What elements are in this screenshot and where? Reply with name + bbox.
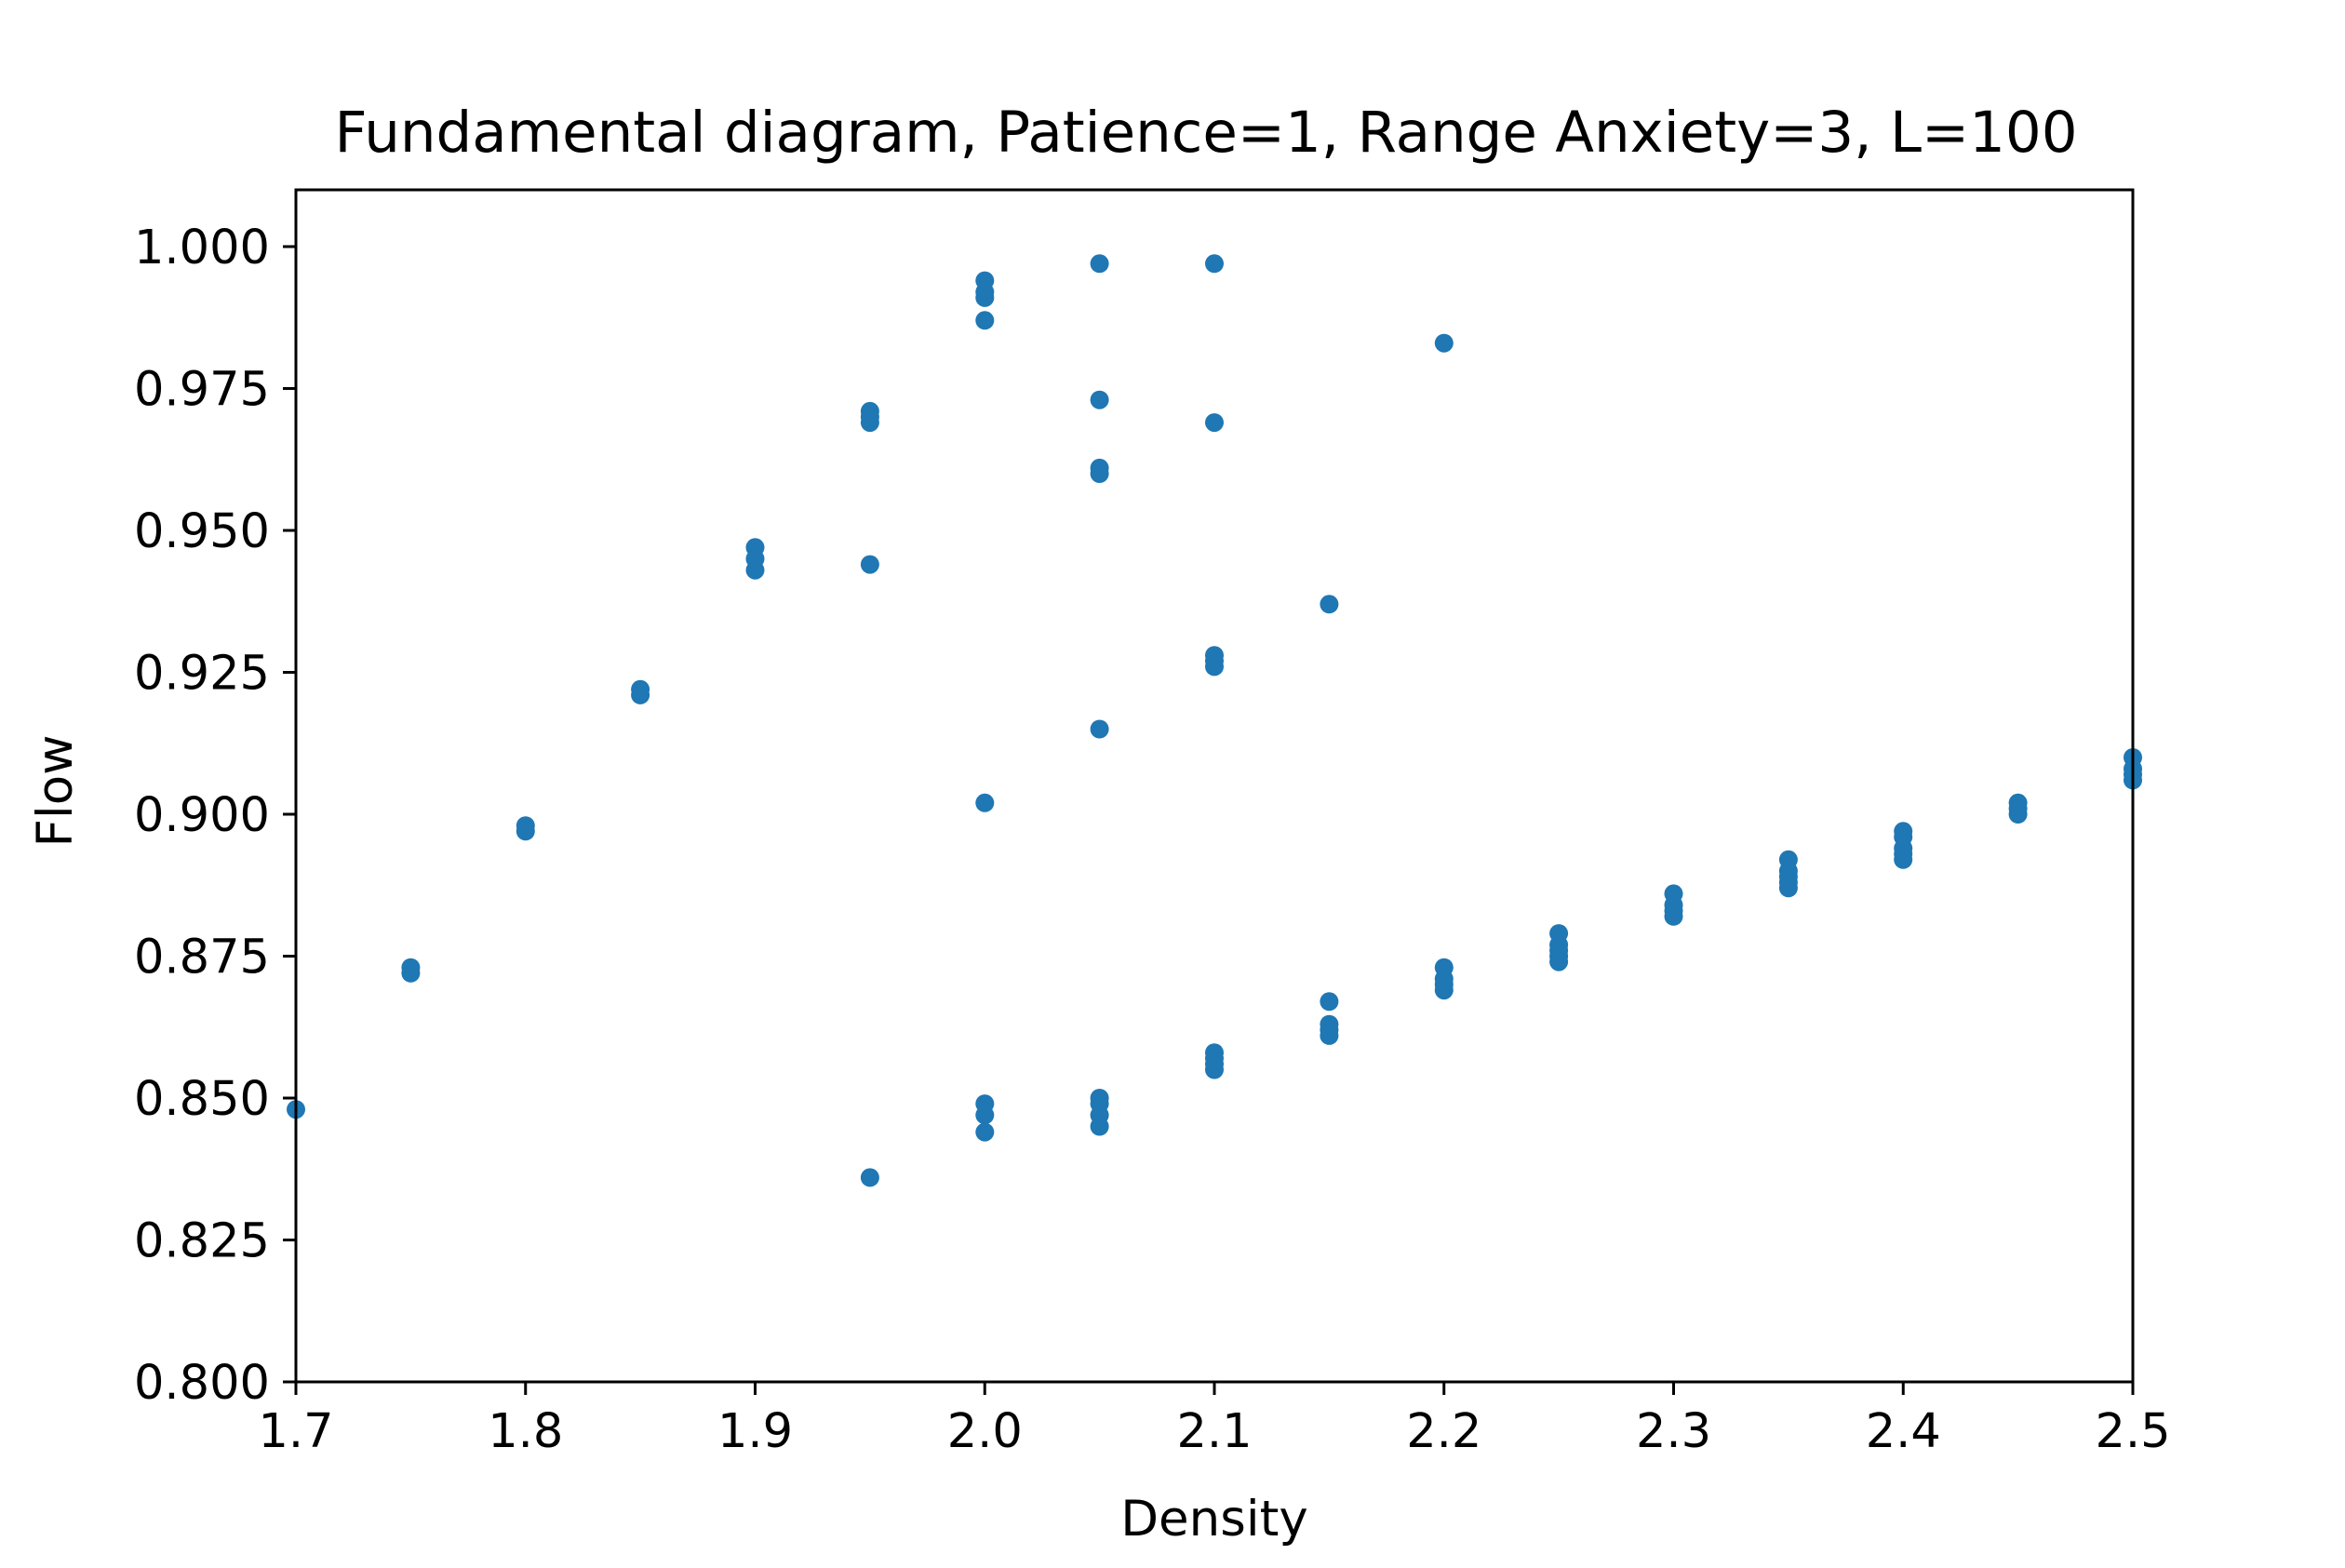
x-tick-label: 2.3 — [1636, 1404, 1711, 1459]
y-tick-label: 0.975 — [134, 363, 270, 418]
x-tick-label: 2.0 — [947, 1404, 1023, 1459]
data-point — [860, 413, 879, 433]
y-tick-label: 0.925 — [134, 647, 270, 702]
data-point — [1664, 906, 1683, 926]
data-point — [1549, 952, 1569, 972]
data-point — [975, 1106, 995, 1125]
data-point — [1320, 1025, 1339, 1045]
data-point — [1205, 254, 1224, 274]
data-point — [975, 288, 995, 307]
data-point — [1894, 850, 1913, 869]
y-tick-label: 0.850 — [134, 1072, 270, 1127]
data-point — [1205, 1060, 1224, 1079]
y-axis: 0.800 0.825 0.850 0.875 0.900 0.925 0.950 0.975… — [134, 221, 296, 1411]
data-point — [975, 1122, 995, 1142]
x-tick-label: 1.9 — [717, 1404, 793, 1459]
data-point — [1434, 981, 1454, 1000]
data-point — [1090, 390, 1109, 409]
data-point — [1778, 878, 1798, 898]
x-tick-label: 2.2 — [1406, 1404, 1481, 1459]
data-point — [1090, 1117, 1109, 1136]
x-axis-label: Density — [1120, 1491, 1308, 1548]
data-point — [860, 1168, 879, 1187]
y-tick-label: 0.875 — [134, 931, 270, 985]
data-point — [1205, 413, 1224, 433]
data-point — [1434, 333, 1454, 353]
data-point — [1090, 719, 1109, 739]
y-tick-label: 0.950 — [134, 504, 270, 559]
x-tick-label: 1.8 — [488, 1404, 563, 1459]
data-point — [1205, 657, 1224, 677]
data-point — [860, 555, 879, 574]
data-point — [975, 793, 995, 812]
x-tick-label: 1.7 — [258, 1404, 333, 1459]
x-axis: 1.7 1.8 1.9 2.0 2.1 2.2 2.3 2.4 2.5 — [258, 1382, 2171, 1459]
chart-title: Fundamental diagram, Patience=1, Range A… — [334, 100, 2077, 166]
x-tick-label: 2.1 — [1176, 1404, 1252, 1459]
data-point — [631, 685, 650, 704]
y-tick-label: 0.900 — [134, 788, 270, 843]
y-tick-label: 1.000 — [134, 221, 270, 275]
data-point — [1320, 595, 1339, 614]
data-point — [1090, 254, 1109, 274]
data-points — [287, 254, 2142, 1187]
data-point — [1090, 464, 1109, 483]
data-point — [516, 822, 535, 841]
y-tick-label: 0.825 — [134, 1214, 270, 1269]
data-point — [2008, 805, 2028, 824]
y-tick-label: 0.800 — [134, 1356, 270, 1411]
data-point — [1320, 992, 1339, 1012]
data-point — [745, 560, 765, 580]
y-axis-label: Flow — [27, 735, 84, 848]
x-tick-label: 2.4 — [1866, 1404, 1941, 1459]
data-point — [975, 311, 995, 330]
data-point — [401, 963, 421, 983]
x-tick-label: 2.5 — [2095, 1404, 2170, 1459]
